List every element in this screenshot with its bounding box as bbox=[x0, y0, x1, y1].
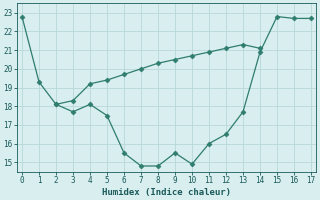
X-axis label: Humidex (Indice chaleur): Humidex (Indice chaleur) bbox=[102, 188, 231, 197]
